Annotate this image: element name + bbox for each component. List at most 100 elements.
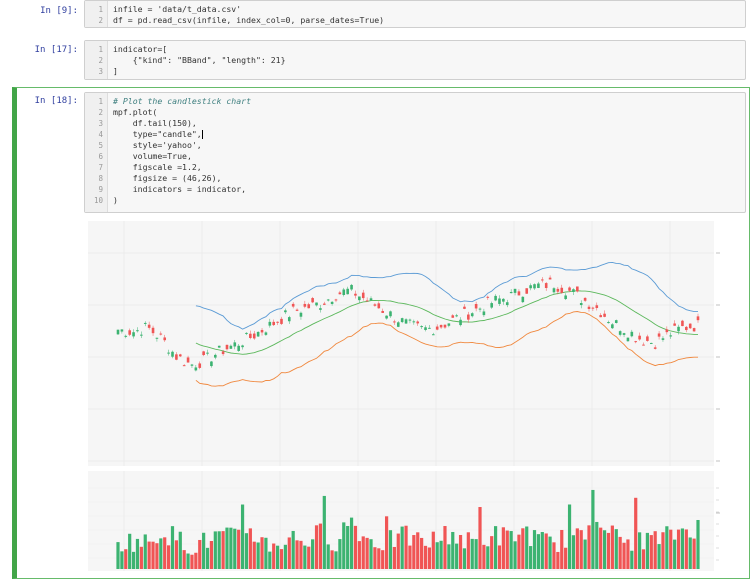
volume-bar — [365, 537, 369, 569]
volume-bars — [116, 489, 700, 569]
code-line[interactable]: indicators = indicator, — [113, 184, 247, 194]
candle-body — [217, 345, 221, 348]
code-line[interactable]: ) — [113, 195, 118, 205]
candle-body — [560, 287, 564, 293]
code-line[interactable]: {"kind": "BBand", "length": 21} — [113, 55, 286, 65]
candle-body — [136, 330, 139, 332]
volume-bar — [131, 551, 136, 569]
volume-bar — [602, 530, 607, 569]
code-text: type="candle", — [113, 129, 202, 139]
line-number: 1 — [98, 5, 103, 14]
candle-body — [354, 293, 357, 296]
volume-bar — [190, 554, 194, 569]
code-line[interactable]: df = pd.read_csv(infile, index_col=0, pa… — [113, 15, 385, 25]
candle-body — [307, 304, 311, 309]
candle-body — [284, 310, 287, 313]
volume-bar — [669, 529, 673, 569]
candle-body — [323, 303, 326, 305]
candle-body — [630, 331, 634, 337]
candle-body — [334, 299, 338, 301]
candle-body — [474, 303, 478, 309]
volume-bar — [676, 529, 681, 569]
volume-bar — [529, 546, 533, 569]
candle-body — [291, 303, 295, 307]
code-line[interactable]: style='yahoo', — [113, 140, 202, 150]
candle-body — [365, 300, 369, 302]
line-number: 8 — [98, 174, 103, 183]
volume-bar — [353, 525, 358, 569]
candle-body — [696, 316, 700, 321]
candle-body — [420, 326, 423, 328]
code-editor[interactable]: 1 2 infile = 'data/t_data.csv' df = pd.r… — [84, 0, 746, 28]
candle-body — [326, 299, 330, 301]
candle-body — [494, 295, 497, 301]
volume-bar — [209, 541, 214, 569]
code-line[interactable]: # Plot the candlestick chart — [113, 96, 252, 106]
code-line[interactable]: df.tail(150), — [113, 118, 197, 128]
volume-bar — [614, 529, 618, 569]
volume-bar — [128, 533, 132, 569]
line-number: 2 — [98, 16, 103, 25]
volume-bar — [680, 528, 685, 569]
candle-body — [467, 314, 470, 320]
code-line[interactable]: figscale =1.2, — [113, 162, 202, 172]
candle-body — [564, 295, 567, 300]
volume-bar — [416, 532, 420, 569]
volume-bar — [357, 541, 361, 569]
code-line[interactable]: indicator=[ — [113, 44, 168, 54]
line-number: 7 — [98, 163, 103, 172]
candle-body — [669, 335, 673, 337]
candle-body — [311, 298, 314, 303]
volume-bar — [649, 535, 653, 569]
candle-body — [665, 329, 669, 333]
volume-bar — [427, 547, 432, 569]
candle-body — [611, 324, 614, 329]
candle-body — [361, 292, 365, 299]
volume-bar — [167, 545, 171, 569]
volume-bar — [202, 532, 206, 569]
code-editor[interactable]: 1 2 3 4 5 6 7 8 9 10 # Plot the candlest… — [84, 92, 746, 213]
code-line[interactable]: infile = 'data/t_data.csv' — [113, 4, 242, 14]
candle-body — [455, 315, 458, 317]
candle-body — [416, 321, 420, 324]
candle-body — [237, 345, 240, 351]
volume-bar — [513, 541, 517, 569]
line-number-gutter: 1 2 3 — [85, 41, 108, 79]
candle-body — [143, 322, 147, 324]
candle-body — [657, 333, 661, 337]
volume-bar — [381, 550, 385, 569]
code-line[interactable]: type="candle", — [113, 129, 203, 140]
volume-bar — [299, 540, 303, 569]
volume-bar — [532, 530, 537, 569]
line-number: 3 — [98, 67, 103, 76]
volume-bar — [377, 548, 381, 569]
candle-body — [622, 333, 626, 335]
code-line[interactable]: volume=True, — [113, 151, 192, 161]
volume-bar — [264, 537, 268, 569]
candle-body — [568, 287, 571, 291]
candle-body — [572, 289, 575, 292]
volume-bar — [435, 542, 439, 569]
code-editor[interactable]: 1 2 3 indicator=[ {"kind": "BBand", "len… — [84, 40, 746, 80]
candle-body — [132, 332, 135, 337]
code-line[interactable]: ] — [113, 66, 118, 76]
volume-bar — [151, 541, 155, 569]
candle-body — [685, 326, 688, 331]
code-line[interactable]: mpf.plot( — [113, 107, 158, 117]
volume-bar — [638, 532, 642, 569]
candle-body — [618, 331, 622, 335]
volume-bar — [591, 489, 595, 569]
volume-bar — [303, 545, 307, 569]
volume-bar — [544, 533, 548, 569]
candle-body — [404, 319, 408, 324]
candle-body — [175, 354, 178, 360]
code-line[interactable]: figsize = (46,26), — [113, 173, 222, 183]
candle-body — [128, 330, 131, 335]
candle-body — [435, 326, 439, 330]
candle-body — [268, 321, 272, 326]
candle-body — [338, 292, 342, 295]
volume-bar — [139, 546, 143, 569]
volume-bar — [272, 543, 276, 569]
volume-bar — [599, 527, 603, 569]
candle-body — [385, 315, 388, 319]
